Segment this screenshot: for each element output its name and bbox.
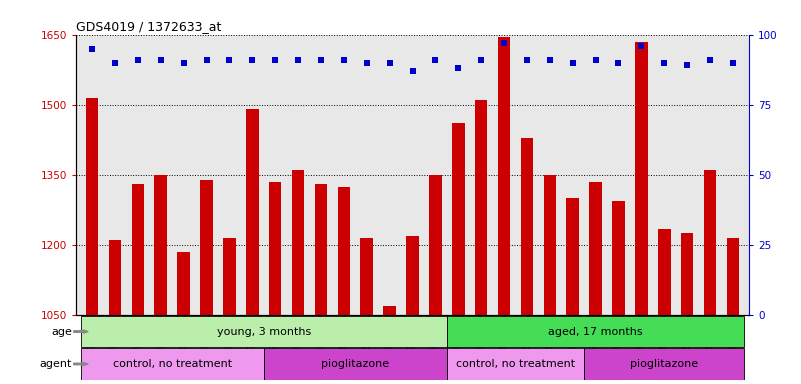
Bar [497, 37, 510, 315]
Point [703, 57, 716, 63]
Text: age: age [51, 326, 72, 336]
Bar [200, 180, 213, 315]
FancyBboxPatch shape [264, 348, 447, 379]
Bar [612, 201, 625, 315]
Bar [223, 238, 235, 315]
Bar [246, 109, 259, 315]
Text: control, no treatment: control, no treatment [456, 359, 575, 369]
Point [681, 62, 694, 68]
Point [315, 57, 328, 63]
Point [337, 57, 350, 63]
Point [177, 60, 190, 66]
Bar [360, 238, 373, 315]
Bar [452, 124, 465, 315]
Text: aged, 17 months: aged, 17 months [549, 326, 643, 336]
Bar [590, 182, 602, 315]
Bar [109, 240, 121, 315]
Bar [155, 175, 167, 315]
Point [86, 46, 99, 52]
Bar [681, 233, 694, 315]
Point [566, 60, 579, 66]
FancyBboxPatch shape [81, 348, 264, 379]
Text: pioglitazone: pioglitazone [321, 359, 389, 369]
Point [269, 57, 282, 63]
Bar [406, 236, 419, 315]
Text: GDS4019 / 1372633_at: GDS4019 / 1372633_at [76, 20, 221, 33]
Bar [315, 184, 328, 315]
Bar [269, 182, 281, 315]
Point [429, 57, 442, 63]
Point [590, 57, 602, 63]
Point [131, 57, 144, 63]
Bar [704, 170, 716, 315]
Bar [86, 98, 99, 315]
Point [360, 60, 373, 66]
Point [200, 57, 213, 63]
Point [727, 60, 739, 66]
Bar [544, 175, 556, 315]
Point [109, 60, 122, 66]
Text: agent: agent [40, 359, 72, 369]
Point [155, 57, 167, 63]
FancyBboxPatch shape [584, 348, 744, 379]
Point [658, 60, 670, 66]
Text: young, 3 months: young, 3 months [216, 326, 311, 336]
Point [246, 57, 259, 63]
Bar [635, 41, 648, 315]
Point [612, 60, 625, 66]
Bar [727, 238, 739, 315]
Bar [384, 306, 396, 315]
Bar [658, 229, 670, 315]
Bar [429, 175, 441, 315]
Bar [177, 252, 190, 315]
Bar [131, 184, 144, 315]
Text: control, no treatment: control, no treatment [113, 359, 231, 369]
FancyBboxPatch shape [81, 316, 447, 347]
FancyBboxPatch shape [447, 316, 744, 347]
Point [292, 57, 304, 63]
Point [452, 65, 465, 71]
Point [521, 57, 533, 63]
Bar [521, 137, 533, 315]
Point [383, 60, 396, 66]
FancyBboxPatch shape [447, 348, 584, 379]
Point [475, 57, 488, 63]
Point [223, 57, 235, 63]
Point [406, 68, 419, 74]
Point [635, 43, 648, 49]
Bar [566, 199, 579, 315]
Text: pioglitazone: pioglitazone [630, 359, 698, 369]
Bar [475, 100, 488, 315]
Bar [292, 170, 304, 315]
Bar [337, 187, 350, 315]
Point [543, 57, 556, 63]
Point [497, 40, 510, 46]
